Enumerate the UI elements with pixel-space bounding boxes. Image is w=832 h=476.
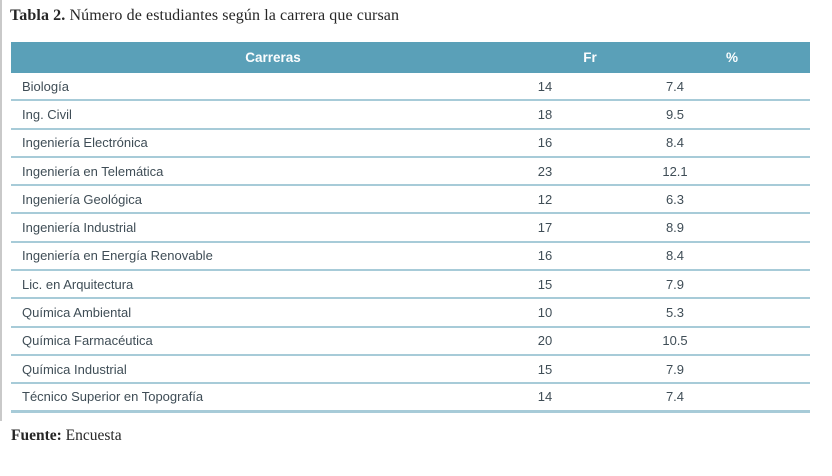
carrera-cell: Técnico Superior en Topografía <box>22 389 204 405</box>
pct-cell: 7.9 <box>665 361 685 377</box>
fr-cell: 20 <box>537 333 553 349</box>
header-pct: % <box>725 50 738 65</box>
carrera-cell: Ing. Civil <box>22 106 72 122</box>
carrera-cell: Ingeniería en Energía Renovable <box>22 248 213 264</box>
fr-cell: 14 <box>537 389 553 405</box>
fr-cell: 14 <box>537 78 553 94</box>
fr-cell: 15 <box>537 361 553 377</box>
table-row: Biología 14 7.4 <box>11 73 810 102</box>
pct-cell: 7.9 <box>665 276 685 292</box>
table-row: Química Ambiental 10 5.3 <box>11 299 810 328</box>
pct-cell: 6.3 <box>665 191 685 207</box>
pct-cell: 12.1 <box>662 163 688 179</box>
header-fr: Fr <box>583 50 597 65</box>
table-row: Ingeniería Industrial 17 8.9 <box>11 214 810 243</box>
table-row: Ingeniería en Telemática 23 12.1 <box>11 158 810 187</box>
table-row: Ing. Civil 18 9.5 <box>11 101 810 130</box>
pct-cell: 7.4 <box>665 78 685 94</box>
pct-cell: 8.4 <box>665 135 685 151</box>
fr-cell: 12 <box>537 191 553 207</box>
source-text: Encuesta <box>61 427 122 444</box>
carrera-cell: Química Industrial <box>22 361 127 377</box>
fr-cell: 23 <box>537 163 553 179</box>
pct-cell: 8.9 <box>665 220 685 236</box>
pct-cell: 10.5 <box>662 333 688 349</box>
pct-cell: 8.4 <box>665 248 685 264</box>
table-row: Técnico Superior en Topografía 14 7.4 <box>11 384 810 413</box>
source-label: Fuente: <box>11 427 62 444</box>
table-header-row: Carreras Fr % <box>11 42 810 73</box>
table-row: Química Farmacéutica 20 10.5 <box>11 328 810 356</box>
students-table: Carreras Fr % Biología 14 7.4 Ing. Civil… <box>11 42 810 413</box>
table-title-text: Número de estudiantes según la carrera q… <box>65 7 400 24</box>
carrera-cell: Ingeniería Industrial <box>22 220 137 236</box>
table-row: Lic. en Arquitectura 15 7.9 <box>11 271 810 300</box>
table-row: Ingeniería en Energía Renovable 16 8.4 <box>11 243 810 272</box>
pct-cell: 9.5 <box>665 106 685 122</box>
table-row: Química Industrial 15 7.9 <box>11 356 810 385</box>
table-row: Ingeniería Electrónica 16 8.4 <box>11 130 810 158</box>
carrera-cell: Ingeniería Electrónica <box>22 135 148 151</box>
fr-cell: 15 <box>537 276 553 292</box>
table-title-label: Tabla 2. <box>10 7 66 24</box>
pct-cell: 5.3 <box>665 305 685 321</box>
pct-cell: 7.4 <box>665 389 685 405</box>
header-carreras: Carreras <box>245 50 301 65</box>
carrera-cell: Lic. en Arquitectura <box>22 276 134 292</box>
table-title: Tabla 2. Número de estudiantes según la … <box>10 7 399 25</box>
carrera-cell: Química Farmacéutica <box>22 333 153 349</box>
fr-cell: 18 <box>537 106 553 122</box>
table-row: Ingeniería Geológica 12 6.3 <box>11 186 810 215</box>
page-edge-line <box>0 0 2 421</box>
fr-cell: 10 <box>537 305 553 321</box>
table-body: Biología 14 7.4 Ing. Civil 18 9.5 Ingeni… <box>11 73 810 413</box>
fr-cell: 16 <box>537 248 553 264</box>
fr-cell: 16 <box>537 135 553 151</box>
fr-cell: 17 <box>537 220 553 236</box>
carrera-cell: Biología <box>22 78 69 94</box>
carrera-cell: Química Ambiental <box>22 305 132 321</box>
table-source: Fuente: Encuesta <box>11 427 122 445</box>
carrera-cell: Ingeniería Geológica <box>22 191 142 207</box>
carrera-cell: Ingeniería en Telemática <box>22 163 164 179</box>
